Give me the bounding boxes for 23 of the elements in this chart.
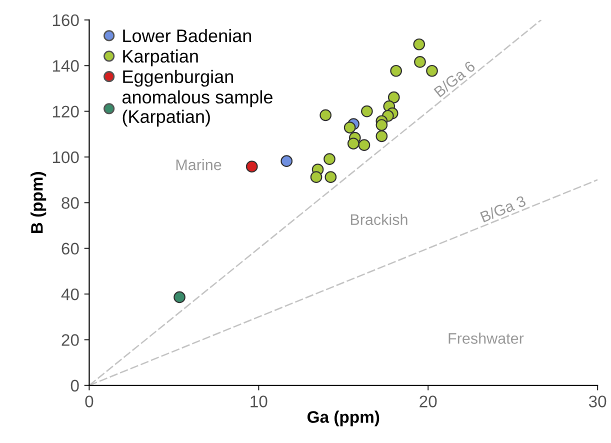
y-axis-title: B (ppm) <box>30 172 46 234</box>
x-tick-label: 10 <box>250 396 268 408</box>
legend-label: Eggenburgian <box>123 70 233 87</box>
y-tick-label: 160 <box>52 14 79 26</box>
legend-label: Lower Badenian <box>123 28 252 42</box>
y-tick-label: 20 <box>62 334 79 346</box>
y-tick-label: 60 <box>62 242 79 255</box>
annotation: Freshwater <box>448 332 524 344</box>
y-tick-label: 140 <box>52 60 79 72</box>
x-tick-label: 0 <box>85 396 94 408</box>
annotation: Brackish <box>350 214 408 226</box>
x-axis-title: Ga (ppm) <box>307 410 380 426</box>
y-tick-label: 80 <box>62 197 79 209</box>
y-tick-label: 100 <box>52 151 79 164</box>
text: B/Ga 3 <box>480 194 526 222</box>
annotation: Marine <box>176 159 222 170</box>
x-tick-label: 20 <box>420 396 437 408</box>
y-tick-label: 40 <box>61 288 79 300</box>
legend-label: Karpatian <box>123 49 198 66</box>
x-tick-label: 30 <box>588 396 606 408</box>
y-tick-label: 120 <box>52 106 79 118</box>
legend-label: anomalous sample (Karpatian) <box>122 90 272 127</box>
y-tick-label: 0 <box>70 380 79 392</box>
